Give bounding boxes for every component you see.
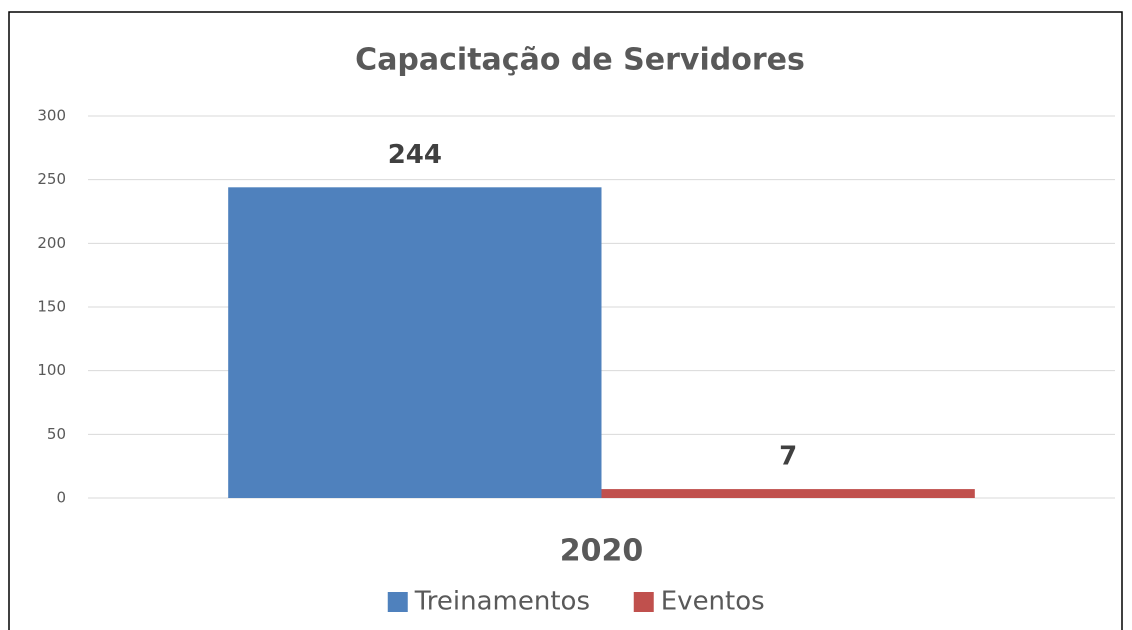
chart-title: Capacitação de Servidores: [355, 43, 805, 78]
y-tick-label: 150: [37, 298, 66, 316]
data-label: 244: [388, 140, 442, 170]
legend-swatch: [633, 592, 654, 612]
y-tick-label: 200: [37, 234, 66, 252]
bar: [228, 187, 602, 498]
bar: [601, 489, 975, 498]
legend-swatch: [387, 592, 408, 612]
y-tick-label: 250: [37, 170, 66, 188]
data-label: 7: [779, 442, 797, 472]
y-tick-label: 300: [37, 107, 66, 125]
legend-label: Eventos: [661, 587, 765, 617]
legend-label: Treinamentos: [414, 587, 590, 617]
y-tick-label: 0: [56, 489, 66, 507]
x-tick-label: 2020: [560, 534, 644, 569]
y-tick-label: 100: [37, 361, 66, 379]
y-tick-label: 50: [47, 425, 66, 443]
